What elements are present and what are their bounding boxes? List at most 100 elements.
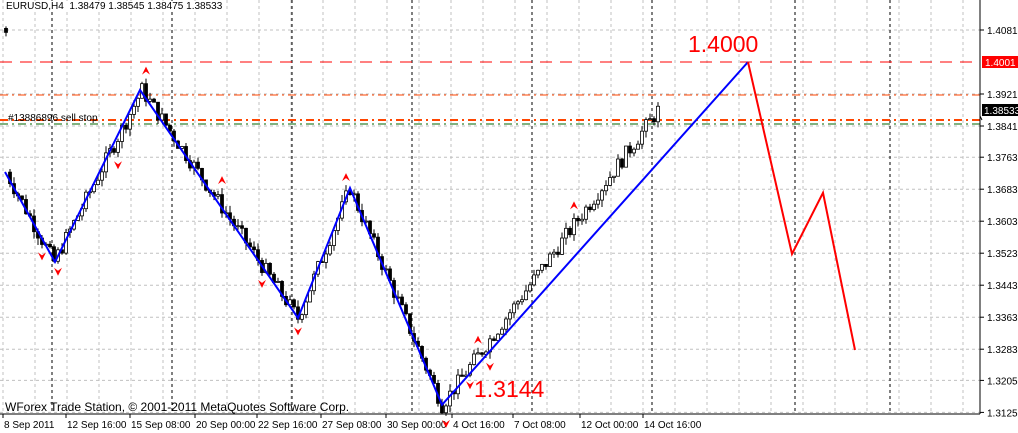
candle-body bbox=[504, 318, 508, 330]
x-tick-label: 7 Oct 08:00 bbox=[514, 420, 566, 431]
candle-body bbox=[48, 243, 52, 248]
candle-body bbox=[240, 225, 244, 229]
y-tick-label: 1.33630 bbox=[987, 313, 1018, 324]
copyright-footer: WForex Trade Station, © 2001-2011 MetaQu… bbox=[5, 400, 350, 414]
candle-body bbox=[444, 405, 448, 414]
x-tick-label: 30 Sep 00:00 bbox=[387, 420, 447, 431]
candle bbox=[196, 157, 200, 171]
candle-body bbox=[20, 195, 24, 200]
candle-body bbox=[376, 236, 380, 258]
fractal-down-icon bbox=[294, 327, 302, 336]
candle-body bbox=[616, 158, 620, 177]
order-label[interactable]: #13886896 sell stop bbox=[8, 113, 98, 124]
fractal-down-icon bbox=[258, 279, 266, 288]
fractal-down-icon bbox=[54, 267, 62, 276]
candle bbox=[556, 246, 560, 258]
candle bbox=[524, 284, 528, 301]
candle bbox=[500, 326, 504, 335]
y-tick-label: 1.32830 bbox=[987, 345, 1018, 356]
candle-body bbox=[124, 124, 128, 130]
low-annotation: 1.3144 bbox=[474, 376, 545, 402]
candle-body bbox=[564, 227, 568, 239]
chart-header: EURUSD,H4 1.38479 1.38545 1.38475 1.3853… bbox=[6, 1, 223, 12]
candle bbox=[164, 113, 168, 128]
bid-price-tag bbox=[982, 104, 1018, 116]
candle bbox=[612, 175, 616, 183]
candle-body bbox=[544, 263, 548, 267]
candle-body bbox=[252, 246, 256, 251]
candle-body bbox=[520, 299, 524, 303]
candle-body bbox=[196, 161, 200, 169]
x-tick-label: 27 Sep 08:00 bbox=[322, 420, 382, 431]
candle-body bbox=[128, 113, 132, 130]
candle-body bbox=[608, 177, 612, 186]
candle bbox=[592, 200, 596, 212]
candle-body bbox=[632, 148, 636, 154]
candle bbox=[652, 116, 656, 126]
candle-body bbox=[220, 194, 224, 214]
candle bbox=[572, 213, 576, 241]
candle bbox=[648, 113, 652, 121]
candle-body bbox=[556, 251, 560, 255]
candle bbox=[148, 92, 152, 104]
candle bbox=[644, 117, 648, 138]
x-tick-label: 14 Oct 16:00 bbox=[644, 420, 702, 431]
candle bbox=[292, 298, 296, 310]
candle bbox=[324, 248, 328, 269]
candle bbox=[540, 263, 544, 274]
fractal-down-icon bbox=[38, 252, 46, 261]
candle-body bbox=[576, 217, 580, 222]
x-tick-label: 4 Oct 16:00 bbox=[453, 420, 505, 431]
y-tick-label: 1.31250 bbox=[987, 408, 1018, 419]
bid-price-pointer bbox=[979, 115, 983, 121]
candle bbox=[628, 141, 632, 158]
candle-body bbox=[652, 118, 656, 123]
candle bbox=[624, 145, 628, 168]
candle-body bbox=[116, 141, 120, 153]
candle-body bbox=[568, 227, 572, 236]
candle bbox=[112, 146, 116, 155]
candle bbox=[516, 299, 520, 310]
candle-body bbox=[328, 245, 332, 255]
candle bbox=[124, 122, 128, 134]
candle bbox=[300, 313, 304, 323]
candle bbox=[552, 249, 556, 258]
candle bbox=[588, 203, 592, 213]
y-tick-label: 1.38410 bbox=[987, 122, 1018, 133]
candle bbox=[640, 126, 644, 150]
candle-body bbox=[472, 353, 476, 365]
fractal-up-icon bbox=[142, 66, 150, 75]
candle bbox=[144, 78, 148, 107]
candle-body bbox=[624, 145, 628, 168]
y-tick-label: 1.36030 bbox=[987, 217, 1018, 228]
candle bbox=[116, 138, 120, 158]
candle bbox=[604, 180, 608, 196]
candle-body bbox=[96, 179, 100, 186]
candle bbox=[608, 171, 612, 187]
x-tick-label: 8 Sep 2011 bbox=[4, 420, 55, 431]
y-tick-label: 1.35230 bbox=[987, 249, 1018, 260]
candle bbox=[4, 26, 8, 37]
candle-body bbox=[476, 352, 480, 355]
candle-body bbox=[512, 303, 516, 314]
candle-body bbox=[640, 130, 644, 145]
candle-body bbox=[612, 175, 616, 178]
candle bbox=[220, 188, 224, 218]
candle-body bbox=[148, 98, 152, 102]
candle bbox=[236, 219, 240, 230]
level-price-tag bbox=[982, 56, 1018, 68]
zigzag-line bbox=[4, 61, 749, 407]
target-annotation: 1.4000 bbox=[688, 31, 759, 57]
candle bbox=[580, 213, 584, 225]
candle-body bbox=[4, 27, 8, 33]
candle bbox=[528, 281, 532, 293]
candle-body bbox=[496, 333, 500, 341]
candle bbox=[564, 222, 568, 245]
candle-body bbox=[560, 237, 564, 255]
fractal-up-icon bbox=[474, 335, 482, 344]
x-tick-label: 22 Sep 16:00 bbox=[258, 420, 318, 431]
candle-body bbox=[580, 218, 584, 222]
candle-body bbox=[132, 105, 136, 115]
